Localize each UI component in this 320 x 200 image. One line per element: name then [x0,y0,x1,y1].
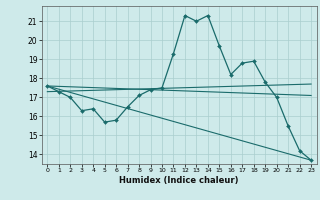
X-axis label: Humidex (Indice chaleur): Humidex (Indice chaleur) [119,176,239,185]
